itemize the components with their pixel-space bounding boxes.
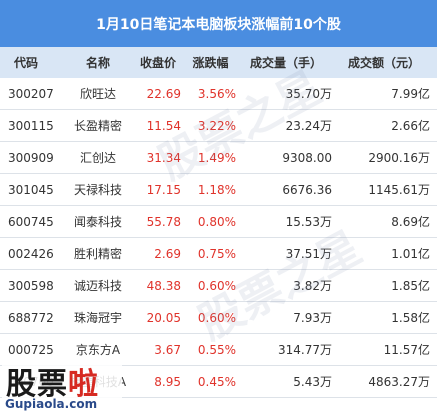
cell-price: 48.38 — [146, 278, 181, 293]
cell-volume: 3.82万 — [293, 279, 332, 293]
cell-change: 1.18% — [197, 182, 236, 197]
column-header-amount: 成交额（元） — [347, 56, 420, 70]
cell-change: 0.75% — [197, 246, 236, 261]
cell-amount: 7.99亿 — [391, 87, 430, 101]
cell-price: 31.34 — [146, 150, 181, 165]
table-title: 1月10日笔记本电脑板块涨幅前10个股 — [0, 0, 437, 47]
table-row: 300909 汇创达 31.34 1.49% 9308.00 2900.16万 — [0, 142, 437, 174]
cell-change: 0.45% — [197, 374, 236, 389]
cell-price: 11.54 — [146, 118, 181, 133]
table-row: 300207 欣旺达 22.69 3.56% 35.70万 7.99亿 — [0, 78, 437, 110]
cell-code: 000725 — [8, 342, 54, 357]
cell-code: 600745 — [8, 214, 54, 229]
cell-price: 8.95 — [154, 374, 181, 389]
cell-volume: 314.77万 — [278, 343, 332, 357]
cell-code: 688772 — [8, 310, 54, 325]
cell-volume: 15.53万 — [285, 215, 332, 229]
cell-volume: 37.51万 — [285, 247, 332, 261]
cell-volume: 6676.36 — [282, 182, 332, 197]
cell-volume: 35.70万 — [285, 87, 332, 101]
cell-change: 3.22% — [197, 118, 236, 133]
table-row: 300115 长盈精密 11.54 3.22% 23.24万 2.66亿 — [0, 110, 437, 142]
table-row: 600745 闻泰科技 55.78 0.80% 15.53万 8.69亿 — [0, 206, 437, 238]
cell-volume: 5.43万 — [293, 375, 332, 389]
cell-name: 天禄科技 — [73, 183, 122, 197]
table-row: 688772 珠海冠宇 20.05 0.60% 7.93万 1.58亿 — [0, 302, 437, 334]
cell-name: 汇创达 — [79, 151, 116, 165]
cell-volume: 7.93万 — [293, 311, 332, 325]
cell-volume: 23.24万 — [285, 119, 332, 133]
cell-amount: 2.66亿 — [391, 119, 430, 133]
site-logo: 股票啦 — [6, 367, 99, 402]
cell-code: 002426 — [8, 246, 54, 261]
column-header-volume: 成交量（手） — [249, 56, 322, 70]
cell-amount: 4863.27万 — [368, 375, 430, 389]
column-header-name: 名称 — [85, 56, 110, 70]
cell-amount: 11.57亿 — [383, 343, 430, 357]
site-logo-url: Gupiaola.com — [5, 397, 98, 411]
cell-name: 胜利精密 — [73, 247, 122, 261]
cell-price: 20.05 — [146, 310, 181, 325]
cell-name: 京东方A — [75, 343, 121, 357]
table-row: 002426 胜利精密 2.69 0.75% 37.51万 1.01亿 — [0, 238, 437, 270]
cell-code: 300207 — [8, 86, 54, 101]
cell-amount: 1.58亿 — [391, 311, 430, 325]
cell-name: 诚迈科技 — [73, 279, 122, 293]
cell-amount: 1.01亿 — [391, 247, 430, 261]
cell-change: 0.60% — [197, 310, 236, 325]
table-row: 300598 诚迈科技 48.38 0.60% 3.82万 1.85亿 — [0, 270, 437, 302]
cell-change: 3.56% — [197, 86, 236, 101]
table-row: 000725 京东方A 3.67 0.55% 314.77万 11.57亿 — [0, 334, 437, 366]
cell-price: 2.69 — [154, 246, 181, 261]
cell-change: 0.80% — [197, 214, 236, 229]
column-header-code: 代码 — [14, 56, 39, 70]
cell-change: 0.55% — [197, 342, 236, 357]
cell-change: 1.49% — [197, 150, 236, 165]
cell-amount: 8.69亿 — [391, 215, 430, 229]
cell-name: 长盈精密 — [73, 119, 122, 133]
cell-code: 300115 — [8, 118, 54, 133]
cell-code: 300598 — [8, 278, 54, 293]
logo-background — [2, 356, 122, 416]
cell-code: 300909 — [8, 150, 54, 165]
cell-amount: 1145.61万 — [368, 183, 430, 197]
cell-change: 0.60% — [197, 278, 236, 293]
cell-name: 闻泰科技 — [73, 215, 122, 229]
column-header-price: 收盘价 — [139, 56, 176, 70]
cell-price: 22.69 — [146, 86, 181, 101]
cell-amount: 1.85亿 — [391, 279, 430, 293]
cell-volume: 9308.00 — [282, 150, 332, 165]
cell-price: 17.15 — [146, 182, 181, 197]
table-row: 301045 天禄科技 17.15 1.18% 6676.36 1145.61万 — [0, 174, 437, 206]
cell-name: 欣旺达 — [79, 87, 116, 101]
cell-name: 珠海冠宇 — [73, 311, 122, 325]
cell-amount: 2900.16万 — [368, 151, 430, 165]
cell-code: 301045 — [8, 182, 54, 197]
cell-price: 3.67 — [154, 342, 181, 357]
table-header: 代码 名称 收盘价 涨跌幅 成交量（手） 成交额（元） — [0, 47, 437, 78]
column-header-change: 涨跌幅 — [192, 56, 229, 70]
cell-price: 55.78 — [146, 214, 181, 229]
